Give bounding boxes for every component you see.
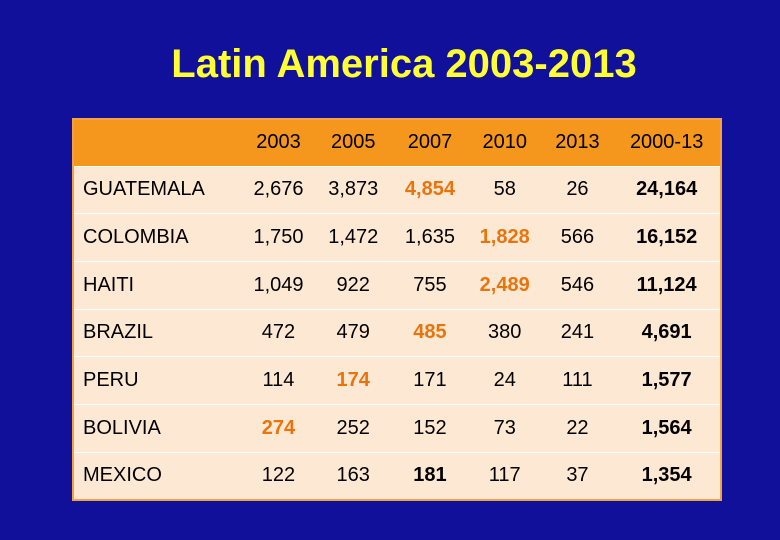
country-cell: COLOMBIA [83, 226, 189, 249]
value-cell: 163 [336, 464, 370, 487]
table-row: HAITI 1,049 922 755 2,489 546 11,124 [73, 261, 721, 309]
value-cell: 122 [261, 464, 296, 487]
value-cell: 3,873 [328, 178, 379, 201]
table-header-row: 2003 2005 2007 2010 2013 2000-13 [73, 119, 721, 166]
value-cell: 566 [560, 226, 595, 249]
country-cell: HAITI [83, 273, 135, 296]
value-cell: 485 [413, 321, 447, 344]
value-cell: 37 [566, 464, 589, 487]
value-cell: 380 [488, 321, 522, 344]
value-cell: 4,854 [404, 178, 455, 201]
column-header: 2005 [330, 131, 376, 154]
data-table: 2003 2005 2007 2010 2013 2000-13 GUATEMA… [72, 118, 722, 501]
value-cell: 1,828 [479, 226, 530, 249]
value-cell: 114 [262, 369, 295, 392]
value-cell: 24 [493, 369, 516, 392]
country-cell: BRAZIL [83, 321, 154, 344]
value-cell: 274 [261, 416, 296, 439]
value-cell: 58 [493, 178, 516, 201]
table-row: MEXICO 122 163 181 117 37 1,354 [73, 452, 721, 500]
column-header: 2007 [407, 131, 453, 154]
value-cell: 22 [566, 416, 589, 439]
table-row: COLOMBIA 1,750 1,472 1,635 1,828 566 16,… [73, 213, 721, 262]
country-cell: BOLIVIA [83, 416, 161, 439]
value-cell: 174 [336, 369, 370, 392]
table-row: BOLIVIA 274 252 152 73 22 1,564 [73, 404, 721, 452]
value-cell: 152 [413, 416, 447, 439]
value-cell: 117 [488, 464, 521, 487]
column-header: 2010 [482, 131, 527, 154]
value-cell: 252 [336, 416, 370, 439]
column-header: 2000-13 [629, 131, 704, 154]
country-cell: GUATEMALA [83, 178, 205, 201]
value-cell: 755 [413, 273, 447, 296]
column-header: 2013 [555, 131, 600, 154]
table-row: GUATEMALA 2,676 3,873 4,854 58 26 24,164 [73, 166, 721, 214]
value-cell: 241 [560, 321, 595, 344]
value-cell: 546 [560, 273, 595, 296]
total-cell: 1,564 [641, 416, 692, 439]
country-cell: MEXICO [83, 464, 162, 487]
total-cell: 16,152 [636, 226, 698, 249]
value-cell: 2,676 [253, 178, 304, 201]
column-header: 2003 [256, 131, 301, 154]
table-row: PERU 114 174 171 24 111 1,577 [73, 356, 721, 405]
value-cell: 479 [336, 321, 370, 344]
total-cell: 1,577 [641, 369, 692, 392]
value-cell: 2,489 [479, 273, 530, 296]
value-cell: 73 [493, 416, 516, 439]
country-cell: PERU [83, 369, 139, 392]
value-cell: 922 [336, 273, 370, 296]
total-cell: 24,164 [636, 178, 698, 201]
value-cell: 1,472 [328, 226, 379, 249]
value-cell: 472 [261, 321, 296, 344]
value-cell: 171 [413, 369, 447, 392]
value-cell: 26 [566, 178, 589, 201]
total-cell: 11,124 [636, 273, 697, 296]
value-cell: 1,750 [253, 226, 304, 249]
value-cell: 1,635 [404, 226, 455, 249]
total-cell: 4,691 [641, 321, 692, 344]
column-header [73, 119, 243, 166]
total-cell: 1,354 [641, 464, 692, 487]
value-cell: 111 [562, 369, 593, 392]
value-cell: 1,049 [253, 273, 304, 296]
page-title: Latin America 2003-2013 [171, 42, 637, 86]
value-cell: 181 [413, 464, 447, 487]
table-row: BRAZIL 472 479 485 380 241 4,691 [73, 309, 721, 357]
